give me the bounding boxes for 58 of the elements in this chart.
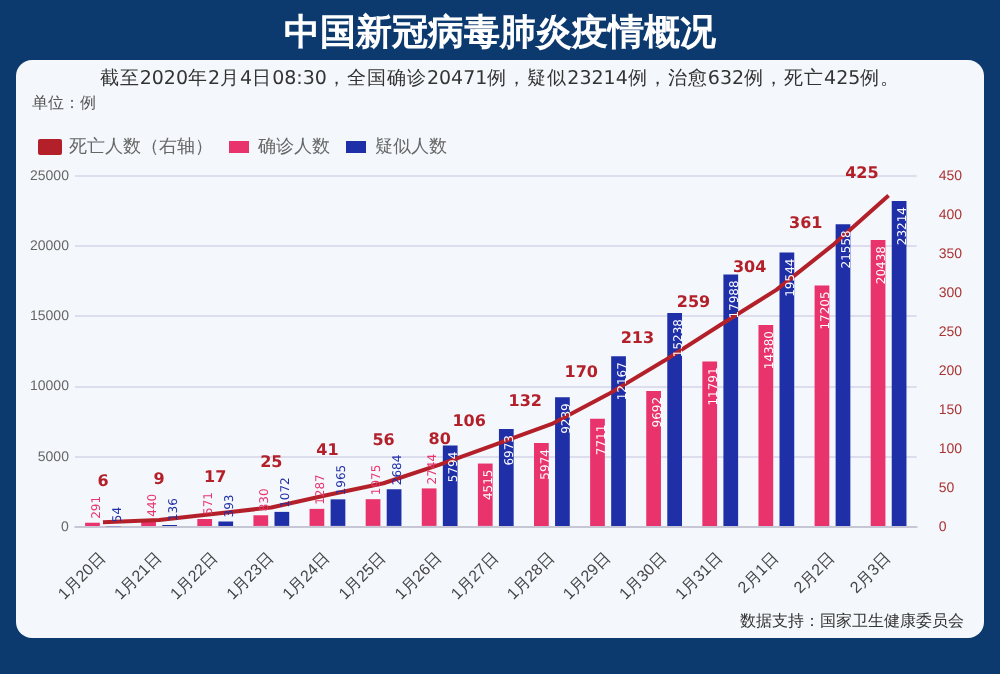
bar — [814, 285, 830, 526]
data-label: 361 — [789, 213, 824, 232]
bar — [702, 361, 718, 526]
x-tick-label: 1月30日 — [615, 548, 671, 604]
legend-label: 疑似人数 — [375, 135, 447, 158]
bar — [646, 390, 661, 526]
x-tick-label: 1月28日 — [503, 548, 558, 604]
bar — [611, 356, 626, 526]
data-label: 17 — [204, 468, 227, 487]
data-label: 170 — [564, 362, 599, 381]
legend-label: 死亡人数（右轴） — [69, 135, 213, 158]
bar — [197, 518, 213, 526]
data-label: 25 — [260, 453, 284, 472]
text: 数据支持：国家卫生健康委员会 — [738, 610, 966, 632]
bar — [534, 443, 549, 526]
x-tick-label: 2月2日 — [790, 548, 839, 597]
data-label: 41 — [316, 440, 340, 459]
x-tick-label: 2月3日 — [846, 548, 895, 597]
bar — [253, 515, 269, 526]
data-label: 106 — [452, 412, 487, 431]
bar — [309, 508, 325, 526]
bar — [421, 488, 437, 526]
data-label: 80 — [428, 430, 452, 449]
data-label: 304 — [732, 258, 768, 277]
bar — [667, 313, 683, 526]
x-tick-label: 1月27日 — [447, 548, 502, 604]
bar — [555, 397, 570, 526]
chart-title: 中国新冠病毒肺炎疫情概况 — [282, 10, 718, 58]
data-label: 132 — [508, 392, 542, 411]
x-tick-label: 1月22日 — [166, 548, 222, 604]
data-label: 425 — [845, 163, 880, 182]
data-label: 9 — [153, 470, 166, 488]
x-tick-label: 1月20日 — [54, 548, 109, 604]
bar — [386, 489, 402, 526]
bar — [835, 224, 851, 526]
bar — [590, 418, 605, 526]
bar — [365, 499, 381, 526]
data-label: 259 — [676, 293, 712, 312]
bar — [723, 274, 739, 526]
bar — [891, 201, 907, 526]
bar — [758, 325, 774, 526]
x-tick-label: 1月25日 — [335, 548, 390, 604]
data-label: 6 — [97, 472, 110, 491]
bar — [274, 511, 290, 526]
data-label: 56 — [372, 430, 396, 449]
x-tick-label: 1月31日 — [671, 548, 727, 604]
data-label: 213 — [620, 328, 655, 347]
x-tick-label: 1月26日 — [391, 548, 446, 604]
x-tick-label: 1月23日 — [223, 548, 278, 604]
bar — [330, 499, 346, 526]
text: 单位：例 — [30, 92, 98, 114]
x-tick-label: 1月29日 — [559, 548, 614, 604]
bar — [870, 240, 886, 526]
x-tick-label: 2月1日 — [734, 548, 783, 597]
x-tick-label: 1月21日 — [110, 548, 166, 604]
legend-label: 确诊人数 — [256, 135, 330, 158]
x-tick-label: 1月24日 — [279, 548, 334, 604]
chart-subtitle: 截至2020年2月4日08:30，全国确诊20471例，疑似23214例，治愈632例，死亡425例。 — [97, 66, 903, 92]
